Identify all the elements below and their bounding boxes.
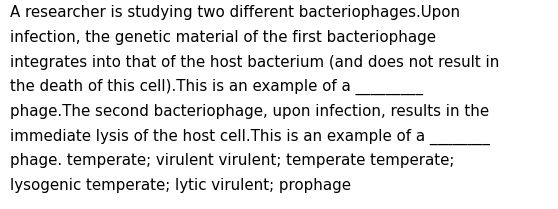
Text: A researcher is studying two different bacteriophages.Upon: A researcher is studying two different b… <box>10 5 460 20</box>
Text: immediate lysis of the host cell.This is an example of a ________: immediate lysis of the host cell.This is… <box>10 129 490 145</box>
Text: phage. temperate; virulent virulent; temperate temperate;: phage. temperate; virulent virulent; tem… <box>10 153 454 168</box>
Text: lysogenic temperate; lytic virulent; prophage: lysogenic temperate; lytic virulent; pro… <box>10 178 351 193</box>
Text: integrates into that of the host bacterium (and does not result in: integrates into that of the host bacteri… <box>10 55 499 70</box>
Text: the death of this cell).This is an example of a _________: the death of this cell).This is an examp… <box>10 79 423 96</box>
Text: infection, the genetic material of the first bacteriophage: infection, the genetic material of the f… <box>10 30 436 45</box>
Text: phage.The second bacteriophage, upon infection, results in the: phage.The second bacteriophage, upon inf… <box>10 104 489 119</box>
